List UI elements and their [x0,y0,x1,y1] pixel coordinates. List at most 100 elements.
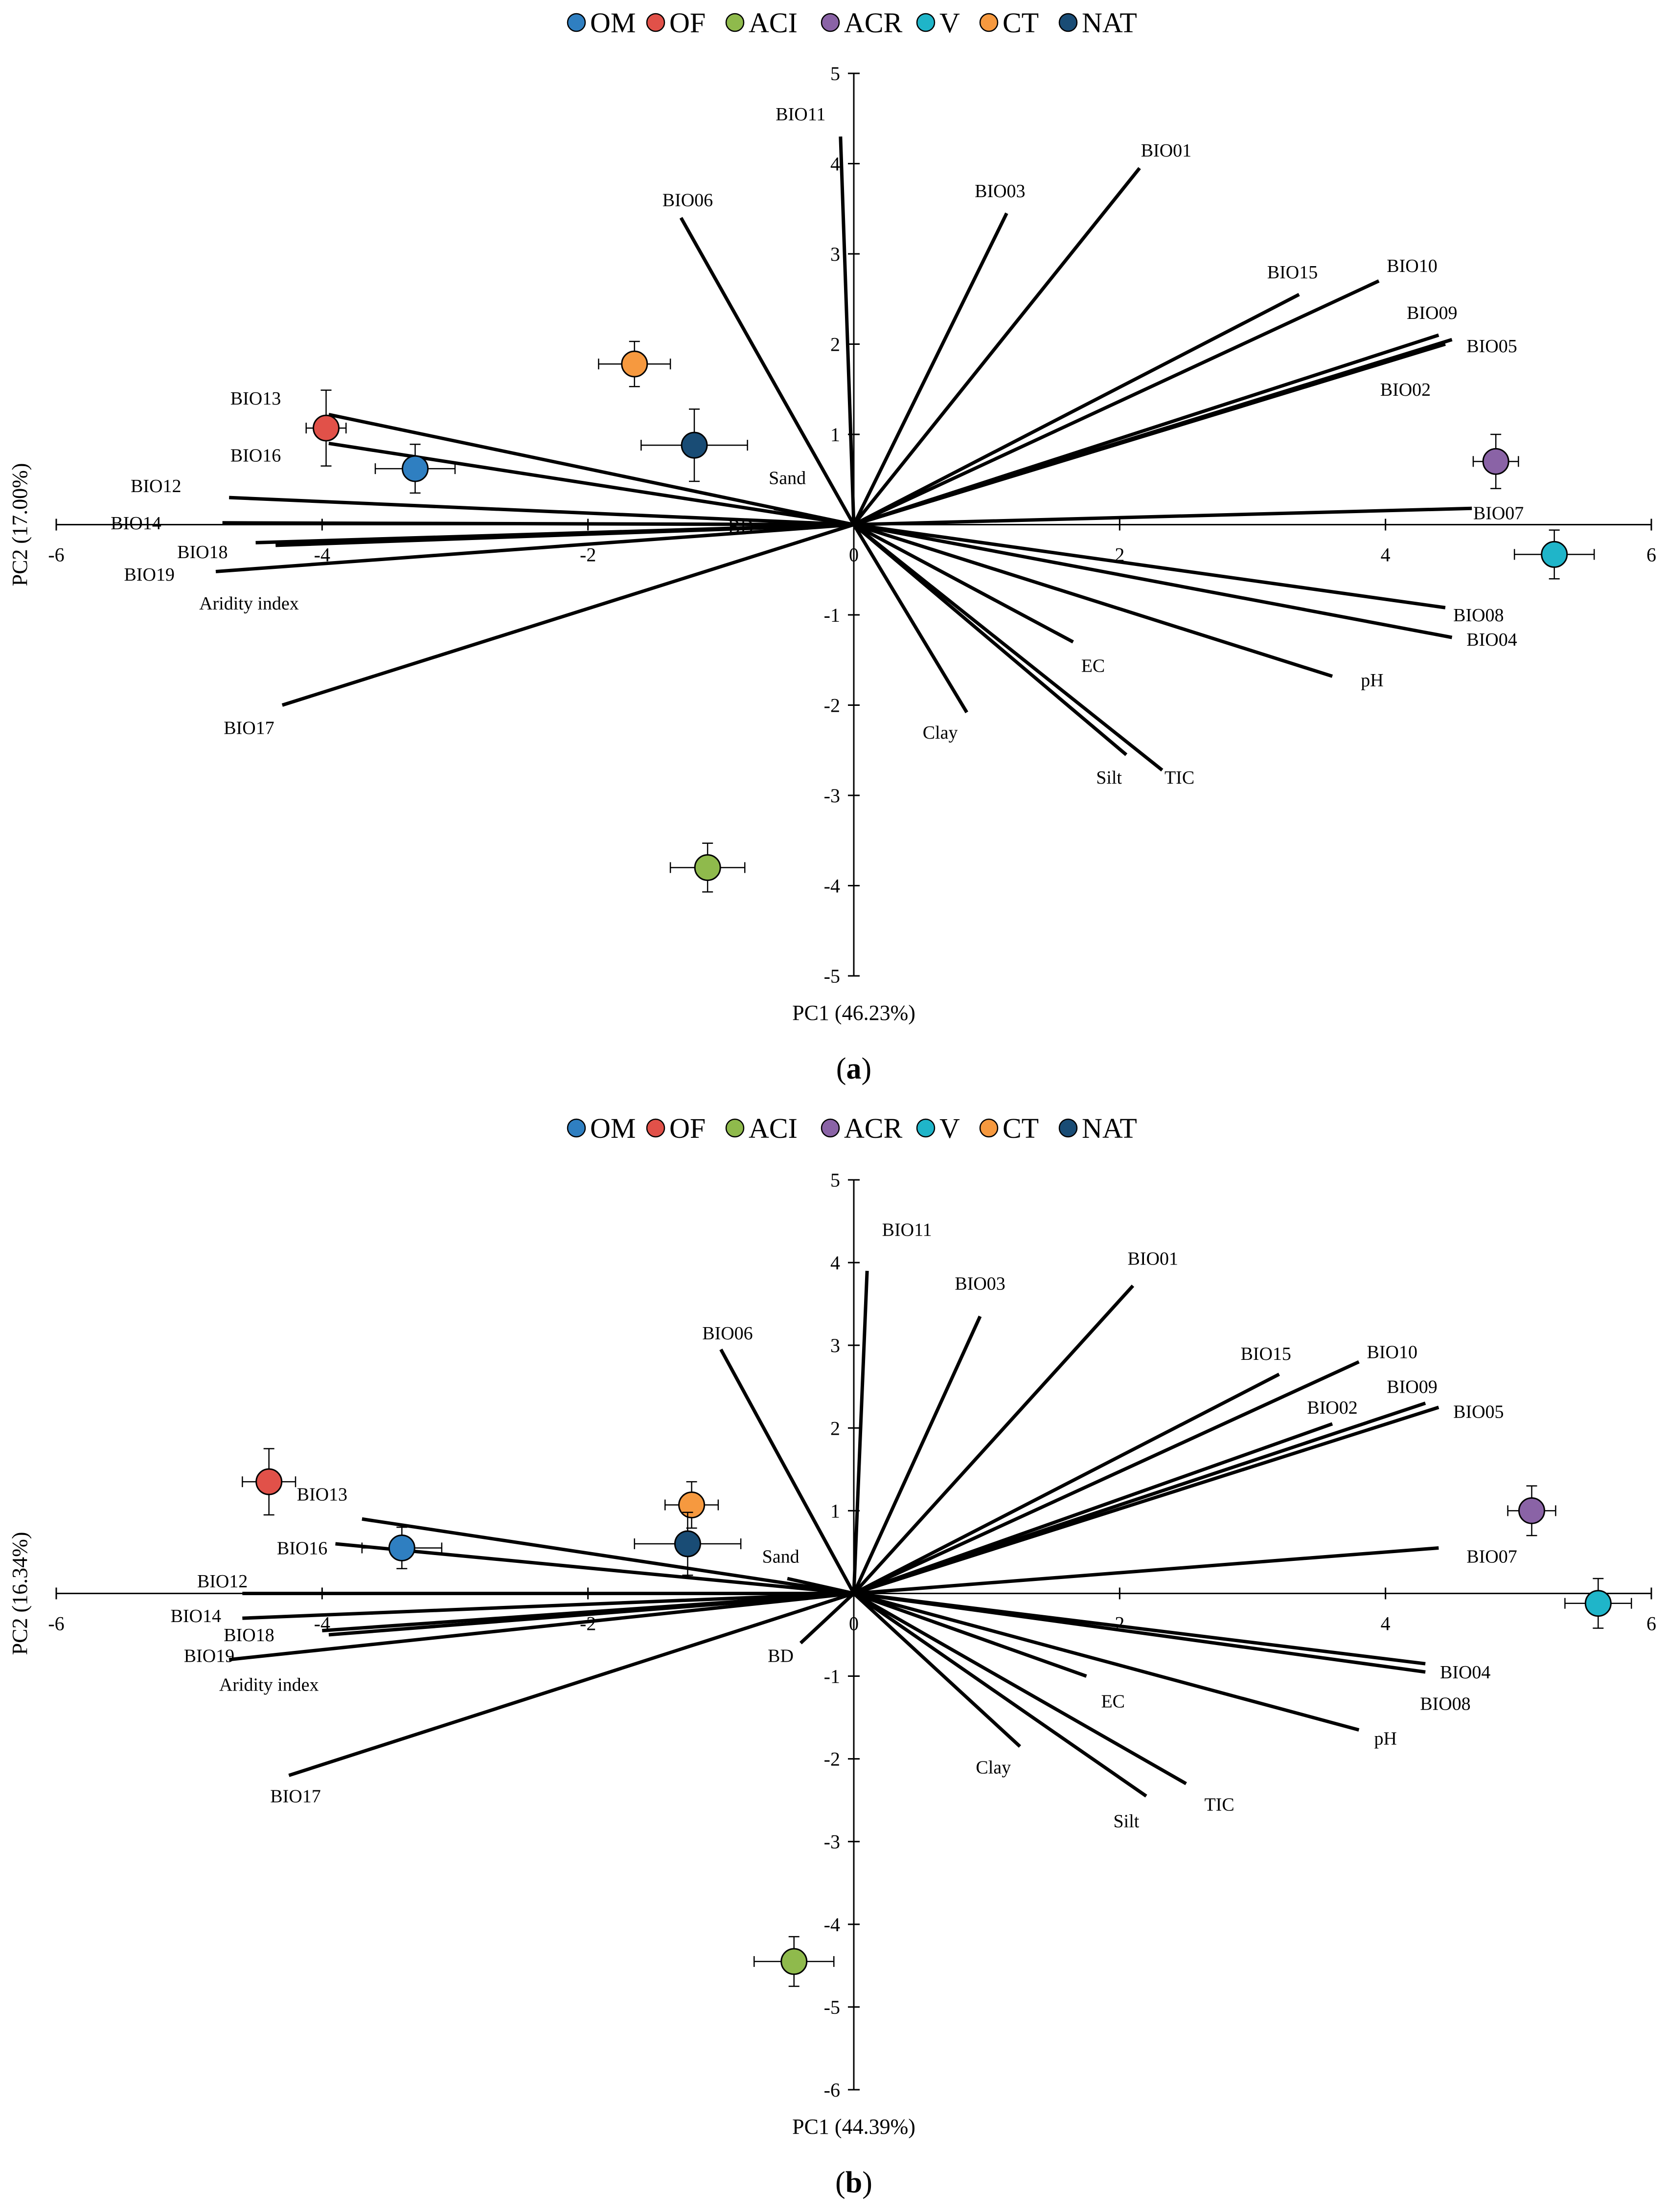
legend-marker-nat [1058,13,1078,32]
y-tick-label: 2 [830,1417,840,1439]
point-v [1584,1590,1612,1617]
point-om [388,1534,415,1561]
vector-label-bio09: BIO09 [1387,1377,1437,1398]
point-nat [674,1530,701,1557]
legend-marker-nat [1058,1118,1078,1138]
x-tick-label: 4 [1381,1612,1391,1634]
legend-label-acr: ACR [844,1112,903,1144]
vector-bio10 [853,1360,1360,1595]
x-tick-label: 6 [1646,544,1656,566]
vector-label-bio01: BIO01 [1141,140,1191,161]
vector-label-bio12: BIO12 [197,1571,248,1592]
vector-bio19 [328,1591,854,1637]
panel-b-biplot: -6 -4 -2 0 2 4 6-6-5-4-3-2-112345BIO11BIO06BIO… [8,1112,1656,2199]
vector-tic [852,523,1164,772]
y-tick-label: 3 [830,243,840,265]
vector-bio12 [229,496,854,526]
legend: OM OF ACI ACR V CT NAT [567,1112,1137,1144]
panel-label: (b) [835,2166,872,2199]
point-of [312,414,340,442]
vector-label-bio14: BIO14 [111,513,161,534]
vector-label-ec: EC [1101,1691,1125,1712]
legend-marker-om [567,1118,586,1138]
vector-bio10 [853,279,1380,526]
vector-label-bio06: BIO06 [702,1323,753,1344]
vector-bio06 [679,217,856,526]
y-tick-label: 1 [830,1500,840,1522]
vector-label-silt: Silt [1096,767,1122,788]
x-axis-title: PC1 (46.23%) [792,1001,915,1025]
legend-label-v: V [939,1112,960,1144]
vector-label-ec: EC [1081,655,1105,676]
vector-ec [853,523,1074,644]
vector-ph [853,1592,1360,1732]
x-tick-label: 0 [849,544,859,566]
vector-label-bio13: BIO13 [230,388,281,409]
vector-bio02 [853,342,1446,526]
y-tick-label: 5 [830,63,840,85]
vector-bio07 [853,1546,1439,1595]
vector-label-sand: Sand [762,1546,799,1567]
vector-label-bio17: BIO17 [270,1786,320,1807]
vector-label-clay: Clay [976,1758,1011,1778]
vector-label-bio18: BIO18 [224,1625,274,1646]
vector-label-bio07: BIO07 [1473,503,1524,524]
y-tick-label: -5 [824,1996,840,2018]
vector-bio17 [281,523,855,707]
legend-marker-ct [979,1118,999,1138]
vector-label-bio03: BIO03 [955,1273,1005,1294]
vector-aridity-index [215,523,854,573]
legend-label-om: OM [590,1112,636,1144]
point-ct [621,350,648,378]
legend-label-ct: CT [1003,1112,1039,1144]
vector-label-bio15: BIO15 [1240,1344,1291,1364]
vector-label-bio11: BIO11 [882,1219,932,1240]
vector-label-clay: Clay [923,722,958,743]
x-tick-label: -6 [48,1612,64,1634]
point-v [1541,541,1568,568]
vector-label-bio08: BIO08 [1420,1693,1470,1714]
legend-label-om: OM [590,7,636,39]
y-tick-label: -3 [824,1831,840,1853]
vector-label-bio05: BIO05 [1453,1401,1504,1422]
vector-bio16 [335,1542,854,1595]
vector-ph [853,523,1333,678]
y-tick-label: -4 [824,1914,840,1936]
vector-label-sand: Sand [769,468,806,489]
y-tick-label: -2 [824,1748,840,1770]
vector-bio14 [222,521,854,526]
y-tick-label: -3 [824,785,840,807]
y-axis-title: PC2 (16.34%) [8,1532,32,1655]
y-tick-label: -5 [824,965,840,987]
legend-marker-om [567,13,586,32]
vector-label-tic: TIC [1204,1795,1234,1815]
vector-bio06 [719,1348,856,1595]
vector-label-bio14: BIO14 [171,1606,221,1626]
vector-label-bd: BD [728,517,754,537]
legend-marker-of [646,13,665,32]
vector-label-bio03: BIO03 [975,181,1025,202]
y-tick-label: 2 [830,334,840,356]
x-tick-label: -2 [580,544,596,566]
vector-label-bio02: BIO02 [1307,1398,1357,1418]
x-tick-label: 6 [1646,1612,1656,1634]
vector-label-bio01: BIO01 [1128,1249,1178,1269]
vector-bio04 [853,523,1453,639]
legend-marker-ct [979,13,999,32]
vector-bio19 [275,523,854,547]
y-tick-label: 4 [830,1252,840,1274]
x-tick-label: 0 [849,1612,859,1634]
legend-label-of: OF [669,7,706,39]
legend-marker-v [916,13,936,32]
vector-clay [852,523,968,714]
vector-label-bio18: BIO18 [177,542,228,563]
legend-label-ct: CT [1003,7,1039,39]
vector-aridity-index [228,1591,854,1662]
legend-label-nat: NAT [1082,7,1137,39]
legend-marker-acr [821,13,840,32]
point-aci [694,854,721,881]
y-tick-label: -2 [824,695,840,717]
vector-bio08 [853,523,1446,609]
legend-label-aci: ACI [749,1112,798,1144]
